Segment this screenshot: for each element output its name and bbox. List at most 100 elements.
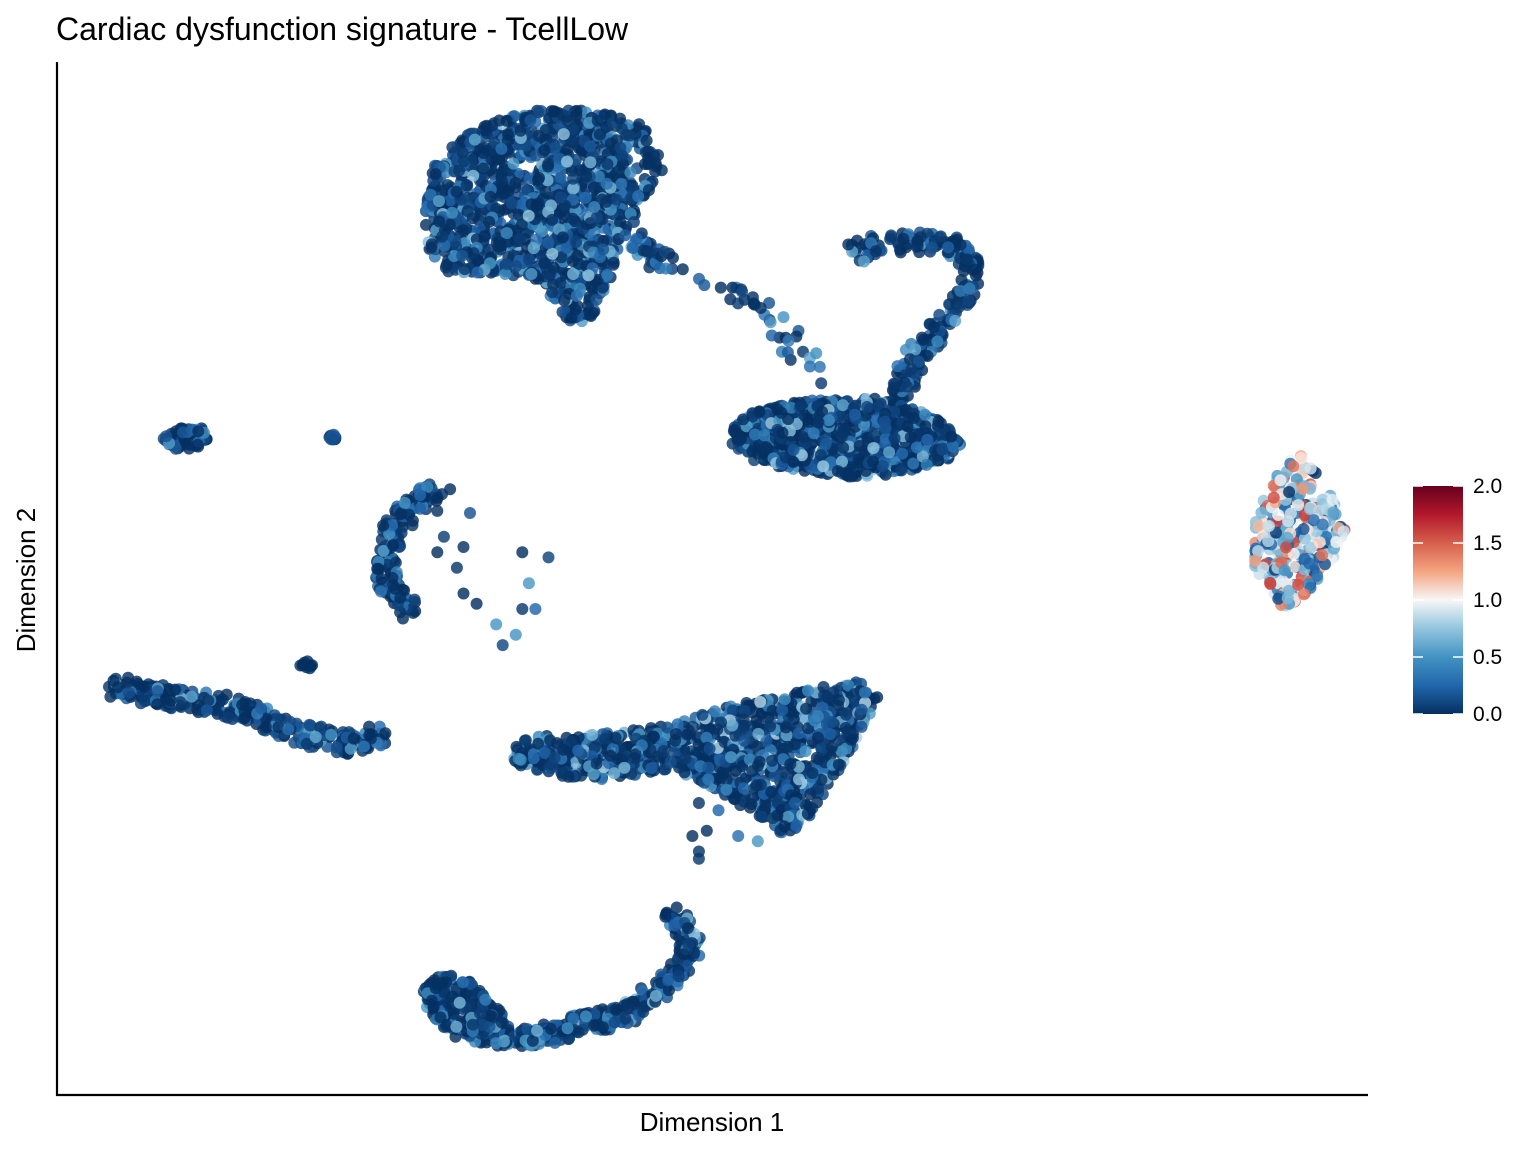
data-point — [876, 460, 889, 472]
data-point — [615, 178, 628, 190]
data-point — [522, 577, 535, 590]
data-point — [737, 713, 750, 726]
data-point — [344, 742, 357, 755]
data-point — [159, 692, 172, 705]
data-point — [801, 807, 814, 820]
data-point — [282, 723, 295, 736]
data-point — [424, 188, 437, 201]
data-point — [688, 947, 701, 959]
data-point — [296, 659, 309, 672]
data-point — [542, 158, 555, 171]
data-point — [900, 380, 913, 393]
data-point — [495, 1016, 508, 1029]
data-point — [386, 519, 398, 532]
data-point — [539, 185, 552, 198]
data-point — [682, 938, 695, 951]
data-point — [597, 243, 610, 256]
data-point — [816, 701, 829, 714]
data-point — [642, 156, 655, 169]
data-point — [484, 190, 497, 203]
data-point — [433, 195, 445, 208]
data-point — [556, 231, 569, 244]
data-point — [121, 676, 134, 689]
data-point — [363, 720, 376, 733]
data-point — [776, 426, 789, 439]
data-point — [490, 618, 503, 631]
data-point — [523, 253, 535, 266]
data-point — [464, 507, 476, 519]
data-point — [954, 284, 967, 297]
data-point — [437, 530, 450, 543]
data-point — [185, 690, 198, 703]
data-point — [782, 334, 795, 347]
data-point — [819, 438, 832, 451]
data-point — [637, 1005, 650, 1018]
data-point — [933, 308, 946, 321]
data-point — [855, 703, 868, 716]
data-point — [667, 251, 679, 264]
data-point — [510, 740, 523, 753]
data-point — [533, 172, 545, 184]
data-point — [858, 255, 870, 268]
data-point — [514, 124, 527, 137]
data-point — [788, 738, 801, 751]
data-point — [754, 302, 767, 314]
data-point — [522, 209, 535, 222]
data-point — [758, 429, 771, 442]
data-point — [751, 835, 764, 848]
data-point — [679, 752, 692, 765]
data-point — [608, 767, 621, 780]
data-point — [720, 783, 733, 796]
data-point — [787, 443, 800, 456]
data-point — [505, 197, 518, 210]
data-point — [494, 243, 507, 256]
data-point — [766, 754, 779, 767]
data-point — [556, 766, 569, 779]
data-point — [457, 541, 470, 553]
data-point — [745, 798, 758, 810]
data-point — [377, 519, 390, 532]
data-point — [831, 465, 844, 478]
data-point — [192, 425, 205, 438]
data-point — [671, 718, 684, 731]
data-point — [949, 314, 962, 327]
data-point — [561, 155, 573, 168]
data-point — [700, 824, 713, 837]
data-point — [812, 416, 825, 429]
data-point — [617, 750, 630, 763]
data-point — [425, 241, 438, 254]
data-point — [867, 442, 880, 455]
data-point — [398, 496, 411, 509]
data-point — [824, 728, 837, 740]
data-point — [580, 170, 593, 183]
data-point — [789, 796, 802, 809]
data-point — [658, 245, 671, 258]
data-point — [848, 688, 861, 700]
data-point — [525, 268, 538, 280]
data-point — [814, 449, 827, 462]
data-point — [726, 704, 739, 717]
data-point — [670, 728, 682, 741]
data-point — [692, 852, 705, 865]
data-point — [912, 355, 925, 368]
data-point — [700, 731, 713, 744]
data-point — [597, 234, 610, 247]
data-point — [778, 820, 791, 833]
data-point — [815, 377, 828, 390]
data-point — [777, 311, 790, 324]
data-point — [477, 162, 490, 175]
data-point — [749, 428, 761, 441]
data-point — [169, 683, 181, 696]
data-point — [453, 164, 466, 177]
data-point — [546, 247, 559, 260]
data-point — [776, 704, 789, 717]
data-point — [962, 294, 975, 307]
data-point — [371, 562, 384, 575]
data-point — [946, 440, 959, 453]
data-point — [681, 728, 694, 741]
data-point — [798, 409, 811, 422]
data-point — [811, 710, 824, 723]
data-point — [431, 491, 444, 504]
data-point — [825, 716, 838, 728]
data-point — [750, 779, 763, 792]
